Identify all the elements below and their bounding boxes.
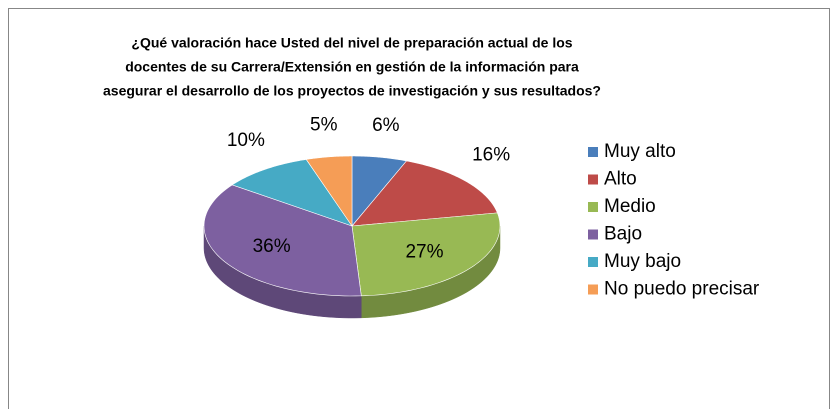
legend-label: Alto xyxy=(604,169,637,190)
data-label: 27% xyxy=(405,242,443,263)
data-label: 16% xyxy=(472,145,510,166)
chart-title: ¿Qué valoración hace Usted del nivel de … xyxy=(131,35,572,51)
data-label: 6% xyxy=(372,115,400,136)
legend-swatch xyxy=(588,174,598,185)
pie-slice xyxy=(203,184,362,297)
data-label: 36% xyxy=(253,236,291,257)
legend-label: Bajo xyxy=(604,224,642,245)
chart-title: asegurar el desarrollo de los proyectos … xyxy=(103,83,601,99)
legend-label: Medio xyxy=(604,196,656,217)
chart-title: docentes de su Carrera/Extensión en gest… xyxy=(125,59,579,75)
legend-swatch xyxy=(588,202,598,212)
legend-label: Muy alto xyxy=(604,141,676,162)
legend-swatch xyxy=(588,257,598,267)
legend-swatch xyxy=(588,284,598,295)
legend-label: Muy bajo xyxy=(604,251,681,272)
legend-label: No puedo precisar xyxy=(604,279,760,300)
legend-swatch xyxy=(588,229,598,240)
pie-slice xyxy=(351,160,498,227)
legend-swatch xyxy=(588,147,598,157)
pie-slice xyxy=(231,159,353,227)
data-label: 10% xyxy=(227,130,265,151)
data-label: 5% xyxy=(310,115,338,136)
pie-slice xyxy=(305,155,353,227)
pie-slice xyxy=(351,155,408,227)
pie-slice xyxy=(351,212,501,297)
